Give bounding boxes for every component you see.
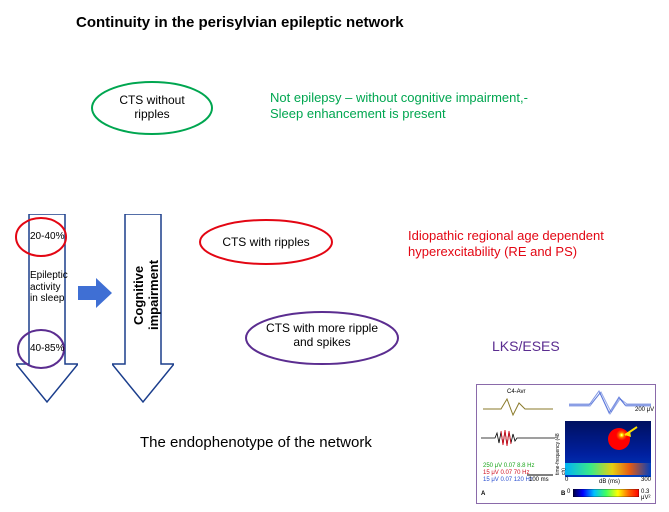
inset-a-label: A [481,491,485,497]
inset-x-label: dB (ms) [599,479,620,485]
waveform-brown [483,393,553,419]
inset-legend1: 250 μV 0.07 8.8 Hz [483,463,535,469]
desc-purple: LKS/ESES [492,338,560,354]
label-20-40: 20-40% [30,231,64,242]
ellipse-label-1: CTS without ripples [100,94,204,122]
inset-legend2: 15 μV 0.07 70 Hz [483,470,530,476]
inset-tick-300: 300 [641,477,651,483]
ellipse-1-line1: CTS without [119,93,184,107]
desc-red-line2: hyperexcitability (RE and PS) [408,244,604,260]
scale-bar-icon [527,473,553,477]
label-cognitive-impairment: Cognitiveimpairment [131,232,161,358]
inset-cb-max: 0.3 μV² [641,489,655,501]
desc-red-line1: Idiopathic regional age dependent [408,228,604,244]
ellipse-3-line2: and spikes [293,335,350,349]
inset-eeg-panel: C4-Avr 200 μV [476,384,656,504]
inset-200uv-top: 200 μV [635,407,654,413]
spectrogram [565,421,651,477]
colorbar [573,489,639,497]
caption-endophenotype: The endophenotype of the network [140,434,372,451]
ellipse-label-3: CTS with more ripple and spikes [256,322,388,350]
desc-green: Not epilepsy – without cognitive impairm… [270,90,528,123]
waveform-ripple [481,429,555,447]
arrow-blue-right [78,278,112,308]
inset-b-label: B [561,491,565,497]
inset-100ms: 100 ms [529,477,549,483]
label-40-85: 40-85% [30,343,64,354]
desc-green-line2: Sleep enhancement is present [270,106,528,122]
ellipse-label-2: CTS with ripples [210,235,322,249]
ellipse-3-line1: CTS with more ripple [266,321,378,335]
inset-legend3: 15 μV 0.07 120 Hz [483,477,533,483]
label-epileptic-activity: Epileptic activity in sleep [30,270,68,305]
inset-cb-0: 0 [567,489,570,495]
inset-y-label: time-frequency (48 ch) [555,425,567,475]
page-title: Continuity in the perisylvian epileptic … [76,14,404,31]
inset-tick-0: 0 [565,477,568,483]
desc-red: Idiopathic regional age dependent hypere… [408,228,604,261]
desc-green-line1: Not epilepsy – without cognitive impairm… [270,90,528,106]
ellipse-1-line2: ripples [134,107,169,121]
